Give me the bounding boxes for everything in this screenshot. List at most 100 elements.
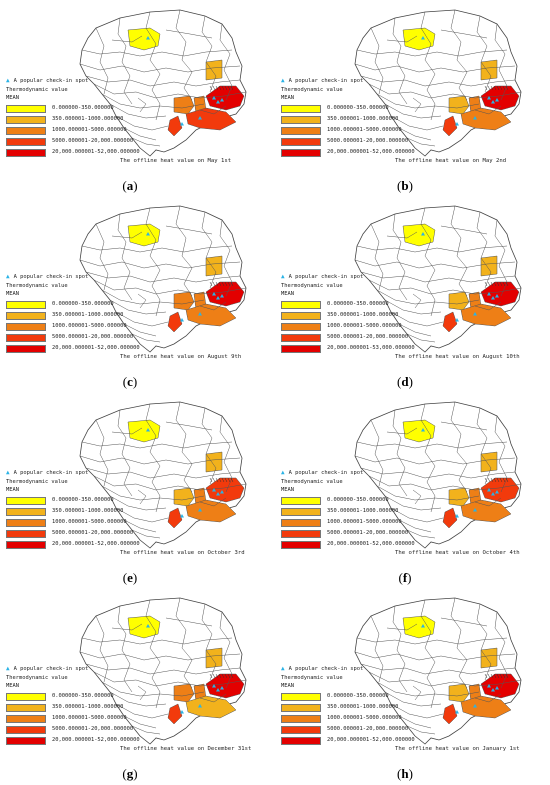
heat-region-center (173, 95, 195, 115)
legend-title: Thermodynamic value (6, 283, 68, 289)
coast-hatch (227, 85, 231, 91)
map-panel-a: ▲ A popular check-in spot Thermodynamic va… (0, 0, 275, 196)
map-caption: The offline heat value on December 31st (120, 746, 252, 752)
legend-spot-entry: ▲ A popular check-in spot (6, 274, 88, 280)
coast-hatch (496, 673, 500, 679)
triangle-icon: ▲ (281, 665, 285, 672)
legend-class-label: 0.000000-350.000000 (52, 693, 114, 699)
coast-hatch (227, 673, 231, 679)
legend-spot-label: A popular check-in spot (13, 666, 89, 672)
district-boundary (199, 497, 227, 507)
heat-region-sw (442, 507, 458, 529)
legend-class-row: 5000.000001-20,000.000000 (6, 726, 156, 735)
district-boundary (95, 27, 109, 95)
district-boundary (494, 415, 508, 493)
check-in-spot-marker (491, 492, 495, 496)
panel-letter-text: h (401, 766, 409, 781)
district-boundary (474, 497, 502, 507)
district-boundary (398, 519, 432, 533)
heat-region-north (402, 27, 436, 51)
district-boundary (131, 529, 161, 539)
legend-class-row: 20,000.000001-52,000.000000 (6, 737, 156, 746)
legend-class-row: 5000.000001-20,000.000000 (281, 726, 431, 735)
heat-region-se (185, 695, 237, 719)
legend-subtitle: MEAN (281, 487, 294, 493)
district-boundary (101, 289, 205, 305)
district-boundary (406, 333, 436, 343)
heat-region-east (205, 59, 223, 81)
legend-swatch (281, 105, 321, 113)
triangle-icon: ▲ (281, 469, 285, 476)
coast-hatch (209, 85, 213, 91)
district-map (79, 205, 247, 353)
legend-class-row: 350.000001-1000.000000 (6, 116, 156, 125)
legend-class-label: 1000.000001-5000.000000 (327, 323, 402, 329)
district-boundary (420, 11, 436, 121)
heat-region-north (402, 419, 436, 443)
legend-class-label: 1000.000001-5000.000000 (52, 323, 127, 329)
coast-hatch (493, 85, 497, 91)
check-in-spot-marker (220, 294, 224, 298)
district-boundary (145, 403, 161, 513)
district-boundary (474, 693, 502, 703)
district-boundary (95, 419, 109, 487)
coast-hatch (505, 281, 509, 287)
legend-class-row: 1000.000001-5000.000000 (281, 323, 431, 332)
district-boundary (360, 75, 516, 87)
map-panel-h: ▲ A popular check-in spot Thermodynamic va… (275, 588, 550, 784)
district-boundary (93, 279, 247, 295)
coast-hatch (212, 85, 216, 91)
district-boundary (199, 693, 227, 703)
legend-class-label: 20,000.000001-52,000.000000 (52, 345, 140, 351)
panel-letter-text: a (126, 178, 134, 193)
legend-class-label: 5000.000001-20,000.000000 (327, 726, 409, 732)
district-boundary (354, 455, 516, 465)
legend-class-label: 20,000.000001-52,000.000000 (52, 149, 140, 155)
legend-class-row: 20,000.000001-52,000.000000 (281, 541, 431, 550)
district-boundary (111, 427, 143, 435)
heat-region-coast (205, 281, 245, 307)
check-in-spot-marker (487, 488, 491, 492)
district-boundary (440, 421, 488, 431)
district-boundary (386, 427, 418, 435)
heat-region-north (127, 223, 161, 247)
coast-hatch (224, 673, 228, 679)
legend-class-label: 0.000000-350.000000 (327, 497, 389, 503)
coast-hatch (502, 85, 506, 91)
legend-class-row: 5000.000001-20,000.000000 (281, 334, 431, 343)
legend-subtitle: MEAN (281, 95, 294, 101)
legend-class-row: 20,000.000001-52,000.000000 (6, 345, 156, 354)
legend-class-label: 1000.000001-5000.000000 (327, 519, 402, 525)
heat-region-coast (480, 281, 520, 307)
district-boundary (386, 623, 418, 631)
coast-hatch (484, 673, 488, 679)
heat-region-sw (167, 311, 183, 333)
legend-swatch (6, 726, 46, 734)
legend-subtitle: MEAN (281, 291, 294, 297)
check-in-spot-marker (455, 318, 459, 322)
legend-swatch (281, 704, 321, 712)
check-in-spot-marker (146, 232, 150, 236)
district-boundary (79, 63, 241, 73)
coast-hatch (505, 477, 509, 483)
legend-swatch (6, 149, 46, 157)
coast-hatch (487, 85, 491, 91)
coast-hatch (505, 673, 509, 679)
district-boundary (386, 231, 418, 239)
heat-region-se (460, 107, 512, 131)
check-in-spot-marker (180, 318, 184, 322)
district-boundary (117, 17, 133, 105)
district-boundary (201, 211, 217, 289)
legend-class-label: 350.000001-1000.000000 (327, 508, 399, 514)
district-boundary (145, 207, 161, 317)
district-boundary (384, 299, 442, 315)
legend-swatch (6, 497, 46, 505)
heat-region-coast (480, 673, 520, 699)
district-boundary (123, 127, 157, 141)
coast-hatch (505, 85, 509, 91)
legend-class-label: 20,000.000001-53,000.000000 (327, 345, 415, 351)
map-caption: The offline heat value on October 3rd (120, 550, 245, 556)
district-boundary (368, 671, 522, 687)
district-boundary (101, 681, 205, 697)
legend-swatch (6, 715, 46, 723)
